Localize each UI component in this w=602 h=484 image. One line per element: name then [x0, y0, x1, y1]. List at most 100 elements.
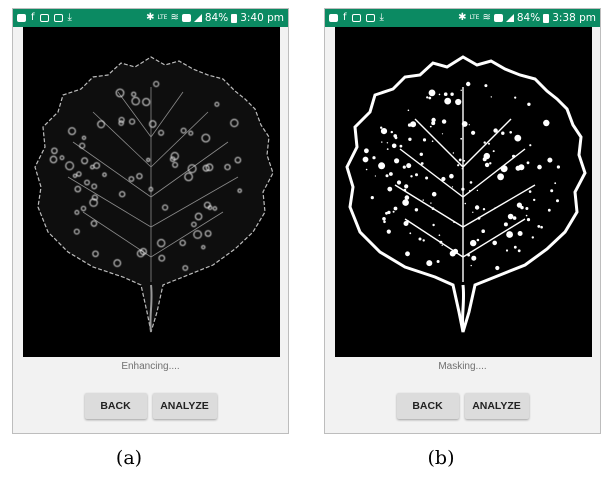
leaf-spot: [204, 201, 211, 209]
mask-spot: [431, 121, 436, 126]
leaf-spot: [179, 239, 186, 246]
mask-spot: [449, 250, 456, 257]
mask-speck: [365, 168, 368, 171]
mask-speck: [489, 162, 492, 165]
mask-speck: [494, 207, 496, 209]
mask-speck: [528, 190, 532, 193]
mask-speck: [386, 148, 389, 150]
download-icon: ⤓: [379, 12, 384, 23]
mask-speck: [432, 223, 435, 227]
sim-icon: [181, 14, 191, 22]
mask-spot: [404, 184, 409, 189]
mask-spot: [426, 260, 433, 267]
mask-speck: [529, 144, 532, 147]
analyze-button[interactable]: ANALYZE: [152, 393, 217, 419]
mask-spot: [514, 134, 522, 142]
mask-speck: [409, 232, 412, 235]
mask-spot: [461, 121, 468, 127]
mask-speck: [383, 220, 386, 224]
mask-speck: [492, 150, 495, 153]
mask-speck: [441, 244, 443, 246]
mask-spot: [441, 119, 447, 124]
analyze-button[interactable]: ANALYZE: [464, 393, 529, 419]
leaf-spot: [79, 142, 86, 149]
mask-spot: [406, 163, 412, 169]
mask-speck: [430, 202, 432, 204]
leaf-spot: [201, 245, 206, 250]
leaf-spot: [214, 101, 220, 107]
leaf-spot: [81, 157, 88, 165]
mask-speck: [531, 236, 534, 239]
mask-speck: [392, 210, 395, 213]
mask-speck: [418, 237, 422, 241]
mask-speck: [429, 125, 432, 128]
phone-screen-b: f ⤓ ✱ LTE ≋ 84% 3:38 pm: [324, 8, 601, 434]
mask-speck: [540, 225, 543, 229]
mask-spot: [404, 195, 410, 200]
mask-speck: [484, 84, 488, 88]
facebook-icon: f: [343, 12, 347, 23]
mask-spot: [503, 222, 508, 227]
mask-speck: [425, 176, 429, 180]
mask-spot: [470, 239, 477, 247]
clipboard-icon: [365, 14, 375, 22]
mask-speck: [380, 126, 383, 129]
mask-speck: [374, 175, 376, 177]
mask-spot: [513, 245, 517, 249]
leaf-spot: [136, 249, 145, 258]
leaf-spot: [73, 228, 80, 235]
leaf-spot: [49, 155, 58, 164]
mask-spot: [402, 165, 406, 169]
mask-speck: [386, 142, 389, 144]
mask-speck: [472, 211, 474, 213]
figure-label-a: (a): [115, 447, 143, 469]
mask-spot: [431, 191, 437, 197]
mask-speck: [439, 240, 443, 244]
mask-spot: [493, 128, 498, 133]
leaf-spot: [194, 212, 203, 221]
mask-speck: [406, 220, 410, 223]
leaf-spot: [131, 91, 137, 97]
mask-spot: [483, 152, 490, 160]
mask-speck: [431, 92, 434, 95]
mask-speck: [526, 161, 530, 165]
mask-spot: [431, 117, 436, 123]
leaf-spot: [119, 191, 126, 198]
mask-spot: [364, 148, 369, 154]
mask-spot: [461, 187, 465, 191]
back-button[interactable]: BACK: [396, 393, 459, 419]
mask-spot: [387, 186, 393, 192]
mask-speck: [436, 260, 440, 263]
mask-speck: [450, 92, 454, 96]
leaf-spot: [170, 152, 179, 161]
mask-spot: [516, 202, 522, 208]
mask-speck: [407, 123, 412, 127]
leaf-spot: [172, 162, 179, 168]
clock: 3:40 pm: [240, 12, 284, 24]
mask-speck: [438, 93, 441, 96]
mask-speck: [382, 217, 386, 221]
leaf-spot: [157, 239, 166, 248]
sim-icon: [493, 14, 503, 22]
leaf-spot: [158, 254, 166, 262]
leaf-spot: [128, 176, 135, 182]
leaf-spot: [136, 173, 143, 180]
leaf-spot: [187, 164, 197, 174]
mask-speck: [428, 96, 432, 100]
signal-icon: [193, 14, 202, 22]
mask-spot: [441, 176, 446, 182]
mask-spot: [402, 199, 409, 206]
clipboard-icon: [53, 14, 63, 22]
leaf-spot: [153, 81, 160, 87]
mask-speck: [393, 134, 397, 138]
battery-icon: [543, 13, 550, 23]
wifi-icon: ≋: [482, 12, 491, 23]
signal-icon: [505, 14, 514, 22]
mask-speck: [470, 264, 472, 267]
mask-spot: [455, 98, 462, 106]
clock: 3:38 pm: [552, 12, 596, 24]
back-button[interactable]: BACK: [84, 393, 147, 419]
leaf-spot: [205, 163, 214, 172]
mask-speck: [464, 202, 467, 205]
leaf-spot: [59, 155, 65, 160]
